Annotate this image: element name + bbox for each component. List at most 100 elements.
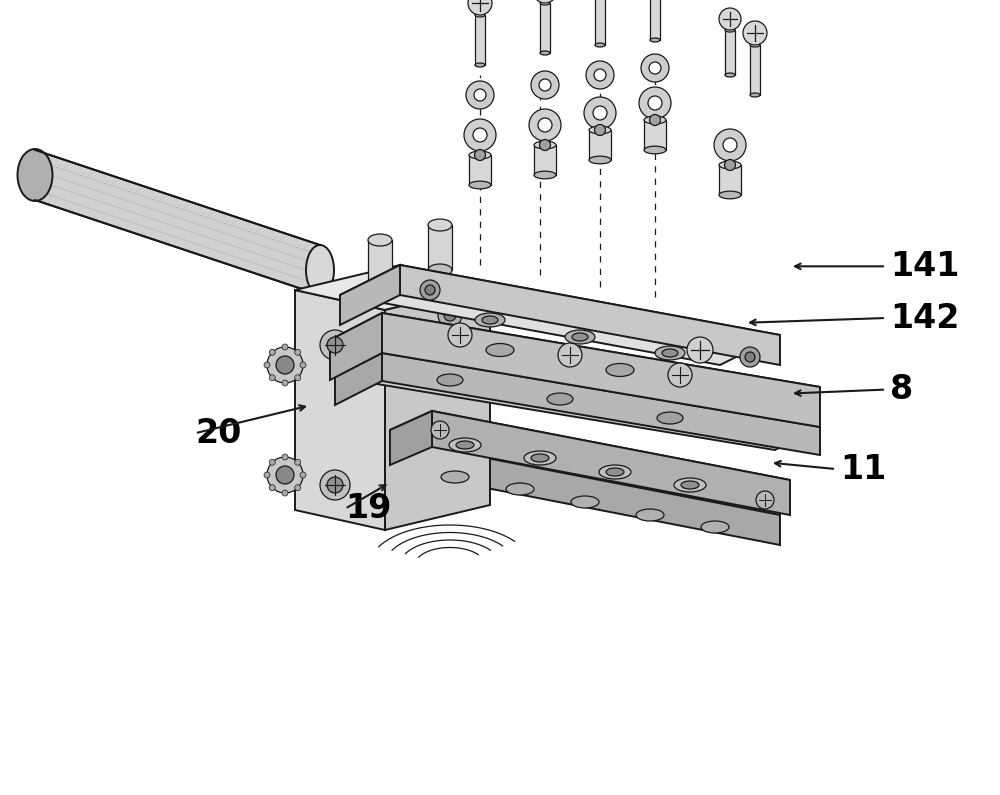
Circle shape [639,87,671,119]
Circle shape [267,347,303,383]
Circle shape [420,280,440,300]
Circle shape [269,485,275,491]
Ellipse shape [441,471,469,483]
Circle shape [320,330,350,360]
Circle shape [756,491,774,509]
Circle shape [474,89,486,101]
Polygon shape [385,285,490,530]
Ellipse shape [655,346,685,360]
Ellipse shape [750,93,760,97]
Polygon shape [390,411,790,498]
Ellipse shape [565,330,595,344]
Circle shape [295,460,301,465]
Circle shape [438,303,462,327]
Circle shape [649,62,661,74]
Ellipse shape [599,465,631,479]
Polygon shape [428,225,452,270]
Ellipse shape [750,43,760,47]
Circle shape [538,118,552,132]
Ellipse shape [469,151,491,159]
Circle shape [466,81,494,109]
Circle shape [586,61,614,89]
Ellipse shape [650,38,660,42]
Polygon shape [644,120,666,150]
Polygon shape [340,265,780,365]
Ellipse shape [449,438,481,452]
Circle shape [745,352,755,362]
Polygon shape [395,448,435,495]
Ellipse shape [701,521,729,533]
Polygon shape [435,448,780,545]
Ellipse shape [306,245,334,295]
Circle shape [295,349,301,355]
Circle shape [594,69,606,81]
Circle shape [269,374,275,381]
Circle shape [264,362,270,368]
Ellipse shape [531,454,549,462]
Circle shape [687,337,713,363]
Ellipse shape [469,181,491,189]
Polygon shape [400,265,780,365]
Text: 19: 19 [345,492,391,525]
Polygon shape [295,290,385,530]
Ellipse shape [506,483,534,495]
Circle shape [641,54,669,82]
Ellipse shape [589,126,611,134]
Ellipse shape [725,73,735,77]
Polygon shape [725,30,735,75]
Ellipse shape [368,279,392,291]
Circle shape [264,472,270,478]
Circle shape [425,285,435,295]
Circle shape [540,139,550,150]
Circle shape [448,323,472,347]
Circle shape [282,380,288,386]
Ellipse shape [368,234,392,246]
Circle shape [267,457,303,493]
Polygon shape [295,265,490,310]
Polygon shape [750,45,760,95]
Polygon shape [534,145,556,175]
Polygon shape [595,0,605,45]
Circle shape [743,21,767,45]
Ellipse shape [595,43,605,47]
Circle shape [719,8,741,30]
Ellipse shape [719,191,741,199]
Circle shape [723,138,737,152]
Ellipse shape [18,149,53,201]
Polygon shape [469,155,491,185]
Circle shape [650,114,660,126]
Circle shape [282,490,288,496]
Ellipse shape [636,509,664,521]
Polygon shape [368,240,392,285]
Circle shape [584,97,616,129]
Circle shape [531,71,559,99]
Circle shape [475,149,486,161]
Polygon shape [330,313,382,380]
Ellipse shape [657,412,683,424]
Circle shape [300,362,306,368]
Polygon shape [719,165,741,195]
Polygon shape [382,353,820,455]
Ellipse shape [482,316,498,324]
Ellipse shape [572,333,588,341]
Circle shape [269,460,275,465]
Circle shape [320,470,350,500]
Ellipse shape [571,496,599,508]
Circle shape [295,485,301,491]
Polygon shape [589,130,611,160]
Circle shape [276,356,294,374]
Circle shape [276,466,294,484]
Circle shape [300,472,306,478]
Ellipse shape [589,156,611,164]
Ellipse shape [547,393,573,405]
Circle shape [282,344,288,350]
Circle shape [740,347,760,367]
Polygon shape [340,265,400,325]
Circle shape [431,421,449,439]
Circle shape [668,363,692,387]
Ellipse shape [475,13,485,17]
Polygon shape [390,411,432,465]
Ellipse shape [644,116,666,124]
Ellipse shape [674,478,706,492]
Circle shape [282,454,288,460]
